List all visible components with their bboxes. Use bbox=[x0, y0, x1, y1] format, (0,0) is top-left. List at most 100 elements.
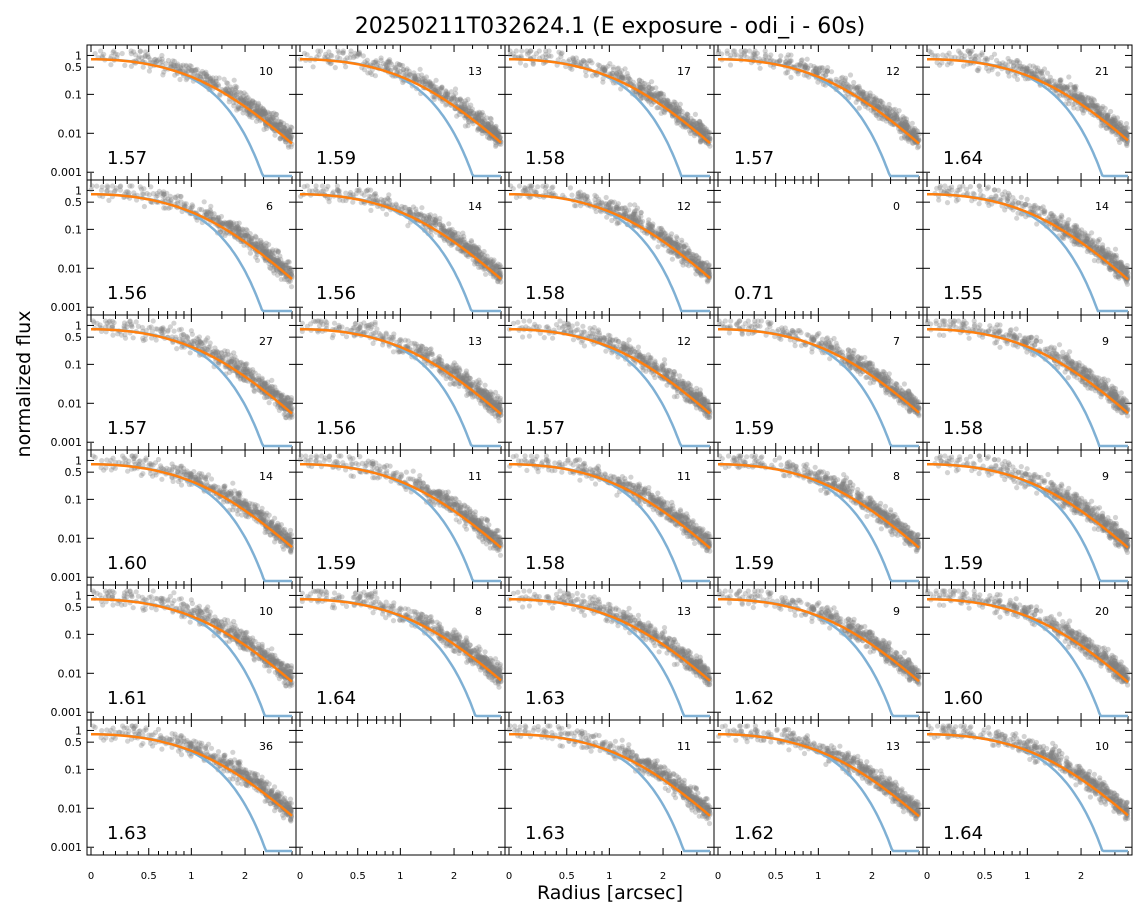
data-point bbox=[523, 62, 529, 68]
data-point bbox=[796, 62, 802, 68]
y-tick-label: 0.001 bbox=[51, 706, 83, 719]
data-point bbox=[94, 183, 100, 189]
data-point bbox=[1066, 74, 1072, 80]
data-point bbox=[510, 186, 516, 192]
data-point bbox=[233, 85, 239, 91]
data-point bbox=[301, 184, 307, 190]
data-point bbox=[106, 197, 112, 203]
data-point bbox=[235, 94, 241, 100]
data-point bbox=[269, 377, 275, 383]
data-point bbox=[259, 108, 265, 115]
panel-fwhm-label: 1.64 bbox=[943, 148, 983, 169]
y-tick-label: 1 bbox=[75, 724, 82, 737]
data-point bbox=[146, 68, 152, 74]
data-point bbox=[191, 71, 198, 77]
data-point bbox=[1006, 58, 1013, 64]
data-point bbox=[1037, 70, 1043, 76]
data-point bbox=[991, 51, 998, 57]
data-point bbox=[1072, 92, 1078, 98]
data-point bbox=[284, 131, 290, 137]
data-point bbox=[235, 104, 241, 110]
data-point bbox=[282, 125, 288, 131]
data-point bbox=[137, 49, 143, 55]
data-point bbox=[899, 135, 905, 141]
data-point bbox=[413, 206, 419, 212]
data-point bbox=[180, 62, 186, 68]
data-point bbox=[210, 75, 216, 81]
data-point bbox=[788, 74, 794, 80]
y-tick-label: 0.001 bbox=[51, 436, 83, 449]
data-point bbox=[407, 209, 413, 215]
data-point bbox=[159, 52, 165, 59]
data-point bbox=[238, 105, 244, 111]
data-point bbox=[185, 68, 191, 74]
data-point bbox=[216, 83, 222, 89]
data-point bbox=[193, 67, 199, 73]
data-point bbox=[286, 265, 292, 271]
data-point bbox=[288, 284, 295, 290]
data-point bbox=[1018, 194, 1024, 200]
data-point bbox=[462, 241, 468, 247]
data-point bbox=[166, 205, 172, 211]
scatter-points bbox=[88, 183, 295, 290]
data-point bbox=[822, 68, 828, 74]
data-point bbox=[215, 82, 221, 88]
data-point bbox=[468, 102, 474, 108]
data-point bbox=[244, 111, 250, 117]
data-point bbox=[255, 237, 261, 243]
data-point bbox=[368, 187, 374, 193]
data-point bbox=[194, 66, 200, 72]
data-point bbox=[214, 217, 220, 223]
data-point bbox=[288, 144, 294, 150]
data-point bbox=[263, 110, 269, 116]
data-point bbox=[309, 188, 315, 194]
data-point bbox=[258, 109, 264, 116]
data-point bbox=[278, 119, 284, 125]
data-point bbox=[656, 91, 662, 97]
data-point bbox=[417, 66, 423, 72]
panel-fwhm-label: 0.71 bbox=[734, 283, 774, 304]
data-point bbox=[1093, 244, 1099, 250]
data-point bbox=[118, 183, 124, 189]
data-point bbox=[257, 108, 263, 114]
data-point bbox=[241, 98, 247, 104]
data-point bbox=[114, 54, 120, 61]
data-point bbox=[244, 100, 251, 106]
data-point bbox=[136, 54, 142, 60]
y-axis-label: normalized flux bbox=[13, 311, 35, 458]
data-point bbox=[251, 100, 257, 106]
data-point bbox=[241, 98, 247, 104]
x-tick-label: 1 bbox=[397, 871, 403, 882]
data-point bbox=[209, 78, 215, 84]
data-point bbox=[197, 74, 204, 80]
data-point bbox=[727, 62, 734, 68]
y-tick-label: 0.1 bbox=[65, 358, 83, 371]
data-point bbox=[148, 324, 154, 330]
data-point bbox=[528, 183, 535, 189]
data-point bbox=[273, 121, 279, 127]
panel-count-label: 10 bbox=[259, 65, 273, 78]
data-point bbox=[201, 199, 207, 205]
data-point bbox=[978, 192, 984, 198]
data-point bbox=[995, 187, 1002, 193]
y-tick-label: 0.001 bbox=[51, 841, 83, 854]
data-point bbox=[178, 199, 184, 205]
data-point bbox=[610, 64, 616, 70]
data-point bbox=[432, 213, 438, 219]
data-point bbox=[175, 66, 181, 72]
data-point bbox=[246, 100, 252, 106]
data-point bbox=[277, 121, 283, 127]
data-point bbox=[1122, 267, 1128, 274]
data-point bbox=[603, 194, 609, 201]
data-point bbox=[1080, 110, 1086, 116]
panel-fwhm-label: 1.56 bbox=[316, 283, 356, 304]
data-point bbox=[105, 184, 111, 190]
data-point bbox=[195, 70, 201, 76]
data-point bbox=[287, 127, 293, 133]
data-point bbox=[655, 244, 661, 250]
y-tick-label: 0.1 bbox=[65, 628, 83, 641]
data-point bbox=[396, 61, 402, 68]
data-point bbox=[1047, 74, 1053, 80]
y-tick-label: 0.001 bbox=[51, 571, 83, 584]
